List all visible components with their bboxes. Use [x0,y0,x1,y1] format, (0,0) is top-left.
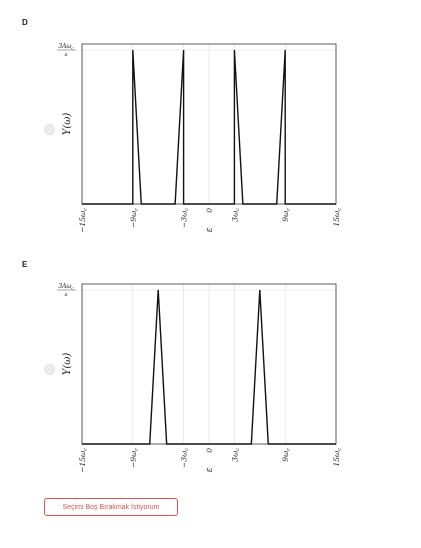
xtick-label: 3ωc [230,448,241,462]
xtick-label: −3ωc [180,208,191,228]
series-line-0 [82,49,336,205]
ytick-denominator: π [63,292,68,298]
x-axis-label: ε [205,227,215,232]
xtick-sub: c [83,448,89,451]
series-line-0 [82,289,336,445]
y-axis-label: Y(ω) [62,353,73,376]
xtick-label: 9ωc [281,208,292,222]
xtick-sub: c [83,208,89,211]
option-e-radio[interactable] [44,364,55,375]
ytick-denominator: π [63,52,68,58]
xtick-sub: c [235,448,241,451]
xtick-sub: c [184,448,190,451]
xtick-sub: c [337,448,343,451]
ytick-sub: c [71,46,74,51]
xtick-sub: c [286,448,292,451]
xtick-label: −9ωc [129,448,140,468]
option-d-radio[interactable] [44,124,55,135]
xtick-sub: c [184,208,190,211]
option-letter-e: E [22,260,28,269]
xtick-label: 0 [205,208,214,213]
ytick-sub: c [71,286,74,291]
x-axis-label: ε [205,467,215,472]
xtick-label: −15ωc [78,448,89,473]
ytick-numerator: 3Aωc [58,43,74,51]
xtick-label: −3ωc [180,448,191,468]
xtick-sub: c [337,208,343,211]
xtick-label: −9ωc [129,208,140,228]
xtick-sub: c [133,208,139,211]
xtick-sub: c [133,448,139,451]
ytick-numerator: 3Aωc [58,283,74,291]
y-axis-label: Y(ω) [62,113,73,136]
xtick-label: −15ωc [78,208,89,233]
xtick-label: 0 [205,448,214,453]
option-letter-d: D [22,18,28,27]
xtick-sub: c [235,208,241,211]
xtick-label: 15ωc [332,208,343,227]
xtick-sub: c [286,208,292,211]
clear-selection-button[interactable]: Seçimi Boş Bırakmak İstiyorum [44,498,178,516]
xtick-label: 15ωc [332,448,343,467]
xtick-label: 3ωc [230,208,241,222]
xtick-label: 9ωc [281,448,292,462]
